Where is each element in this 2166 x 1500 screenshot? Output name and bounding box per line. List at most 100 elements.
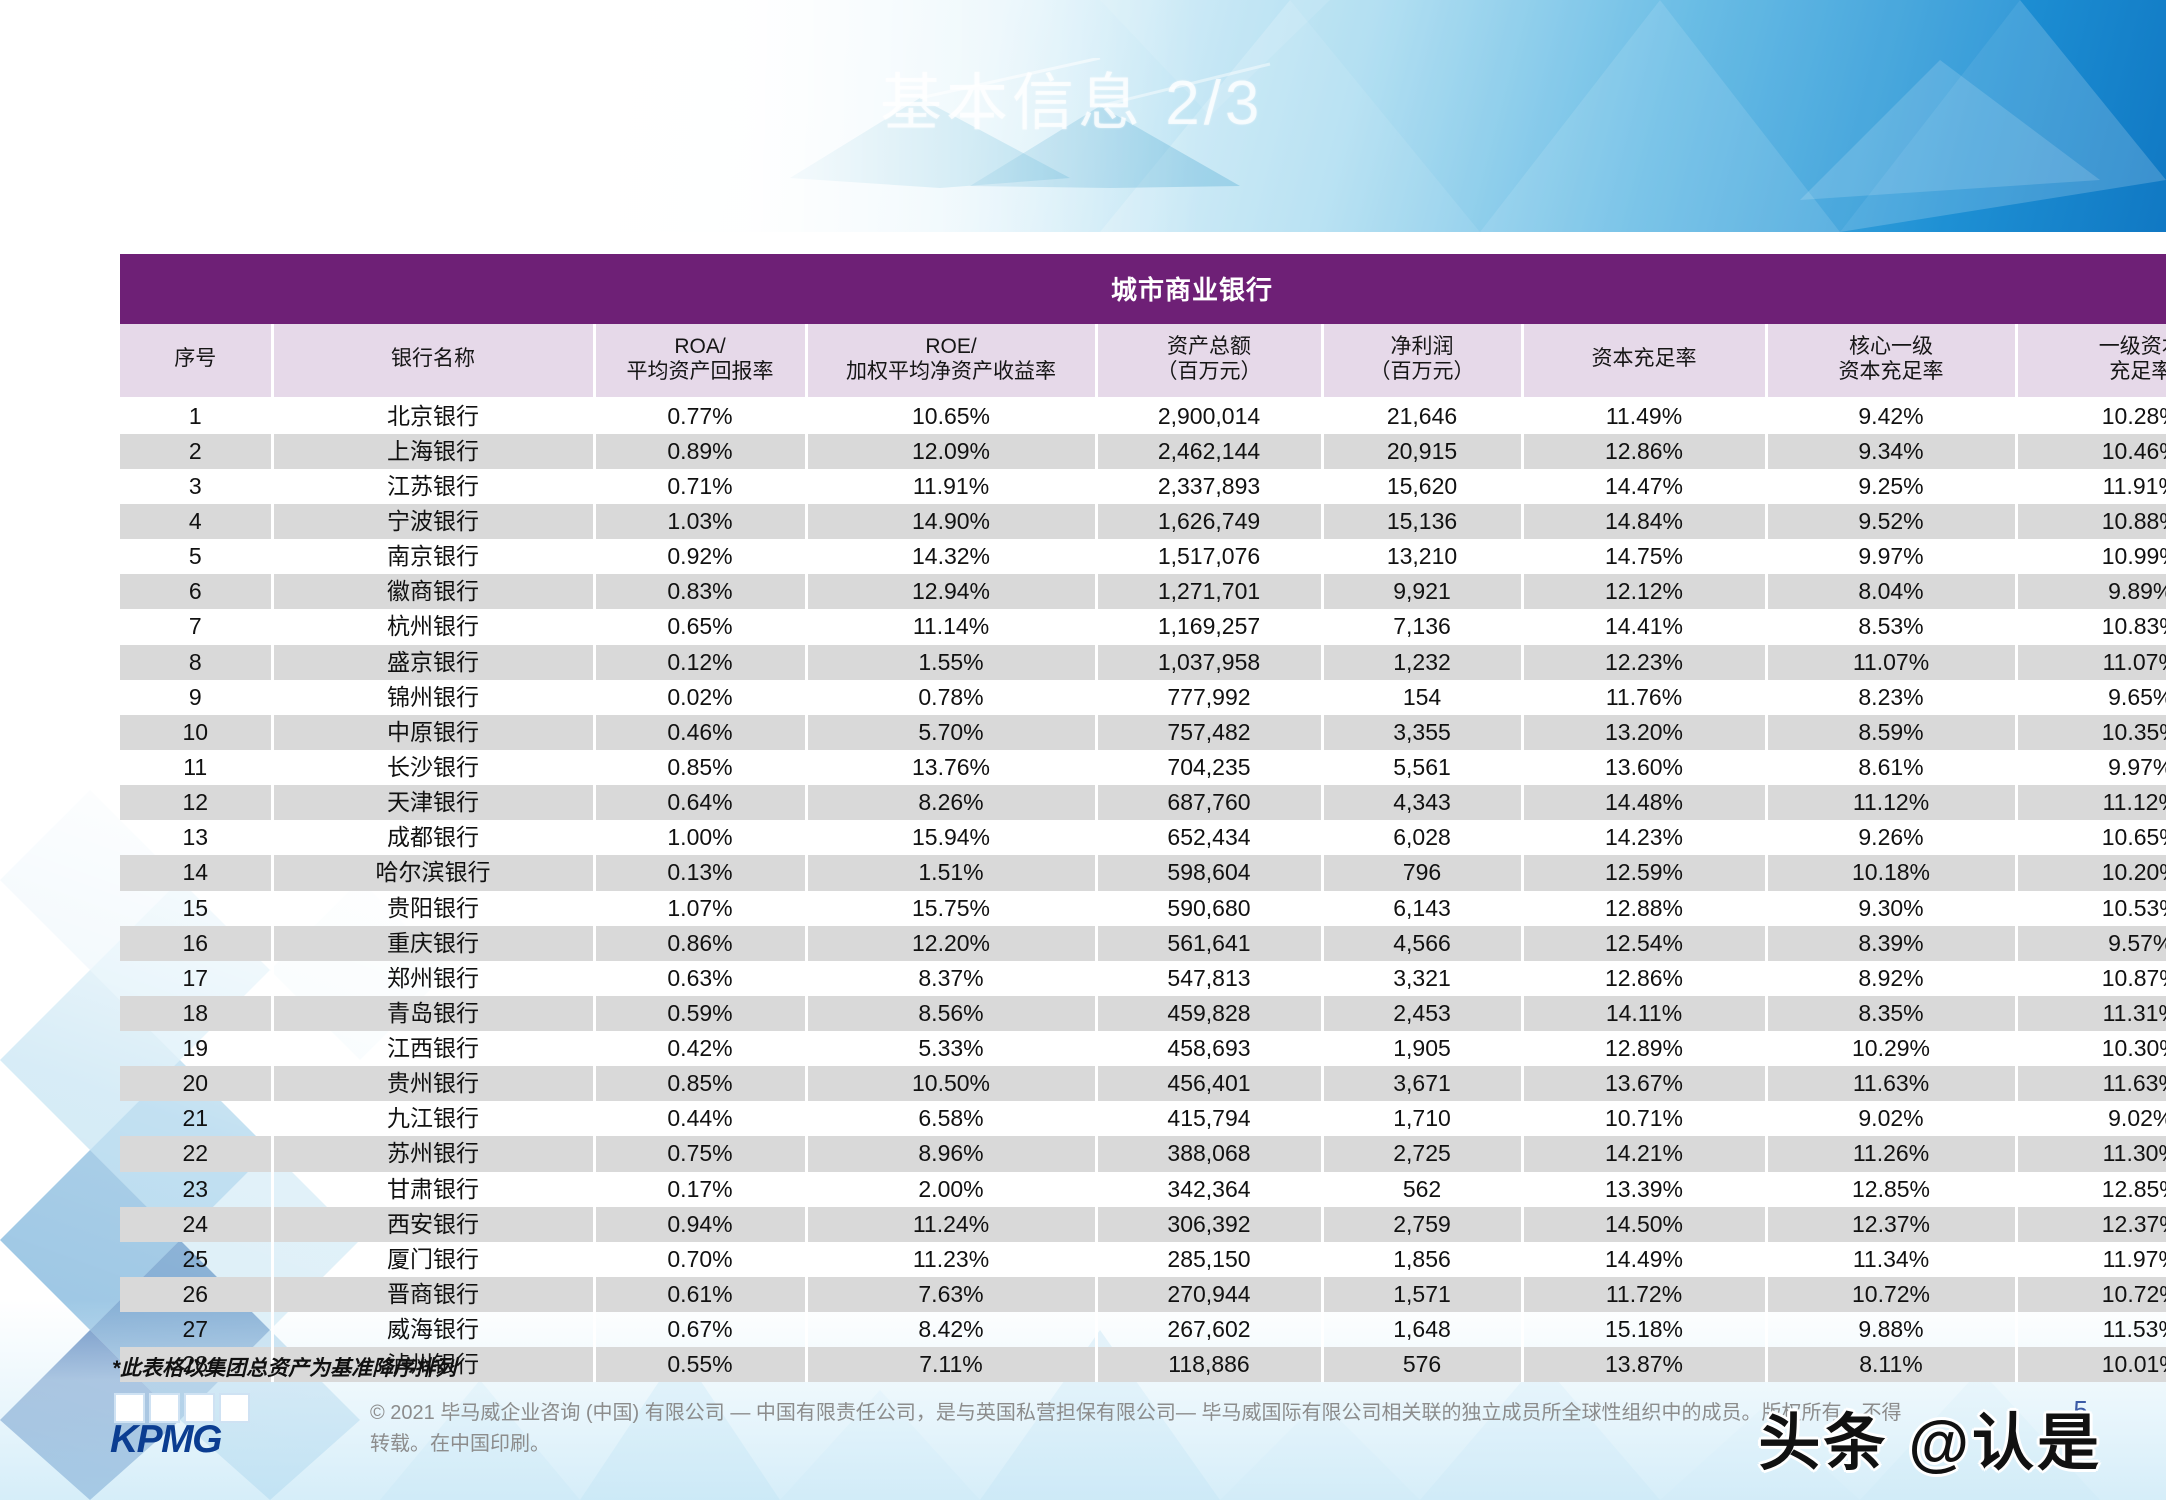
cell-idx: 5: [120, 539, 274, 575]
cell-assets: 459,828: [1096, 995, 1324, 1032]
cell-car: 13.39%: [1522, 1171, 1768, 1207]
cell-tier1: 10.01%: [2016, 1347, 2166, 1383]
table-row: 28 泸州银行 0.55% 7.11% 118,886 576 13.87% 8.11% 10.…: [120, 1347, 2166, 1383]
cell-assets: 456,401: [1096, 1066, 1324, 1102]
cell-idx: 21: [120, 1101, 274, 1137]
cell-assets: 2,462,144: [1096, 433, 1324, 469]
cell-cet1: 8.92%: [1766, 960, 2018, 996]
cell-car: 11.72%: [1522, 1277, 1768, 1313]
table-row: 17 郑州银行 0.63% 8.37% 547,813 3,321 12.86% 8.92% 1…: [120, 960, 2166, 996]
column-header-line1: 资产总额: [1167, 335, 1251, 358]
table-row: 5 南京银行 0.92% 14.32% 1,517,076 13,210 14.75% 9.9…: [120, 539, 2166, 575]
cell-roe: 11.14%: [806, 609, 1098, 645]
cell-roa: 0.92%: [594, 539, 808, 575]
cell-tier1: 10.53%: [2101, 894, 2166, 921]
cell-profit: 15,136: [1322, 503, 1524, 540]
cell-profit: 1,856: [1322, 1241, 1524, 1278]
cell-roe: 2.00%: [806, 1171, 1098, 1207]
cell-car: 12.12%: [1522, 574, 1768, 610]
cell-tier1: 12.37%: [2016, 1206, 2166, 1242]
cell-roa: 0.59%: [594, 995, 808, 1032]
cell-profit: 1,648: [1322, 1312, 1524, 1348]
cell-roa: 0.94%: [594, 1206, 808, 1242]
copyright-text: © 2021 毕马威企业咨询 (中国) 有限公司 — 中国有限责任公司，是与英国…: [370, 1402, 1902, 1455]
cell-tier1: 9.65%: [2108, 683, 2166, 710]
column-header-line1: 序号: [174, 347, 217, 371]
cell-cet1: 9.26%: [1766, 820, 2018, 856]
cell-tier1: 10.72%: [2016, 1277, 2166, 1313]
cell-roa: 0.75%: [594, 1136, 808, 1172]
cell-cet1: 9.30%: [1766, 890, 2018, 926]
cell-car: 12.59%: [1522, 855, 1768, 891]
column-header-line2: （百万元）: [1369, 359, 1475, 383]
cell-cet1: 11.07%: [1766, 644, 2018, 680]
cell-idx: 9: [120, 679, 274, 715]
cell-roe: 11.23%: [806, 1241, 1098, 1278]
cell-name: 哈尔滨银行: [272, 855, 596, 891]
cell-cet1: 9.34%: [1766, 433, 2018, 469]
cell-assets: 2,900,014: [1096, 397, 1324, 434]
cell-tier1: 11.97%: [2102, 1245, 2166, 1272]
cell-tier1: 9.89%: [2016, 574, 2166, 610]
cell-assets: 2,337,893: [1096, 468, 1324, 504]
cell-car: 13.67%: [1522, 1066, 1768, 1102]
cell-cet1: 8.04%: [1766, 574, 2018, 610]
cell-assets: 415,794: [1096, 1101, 1324, 1137]
table-row: 20 贵州银行 0.85% 10.50% 456,401 3,671 13.67% 11.63…: [120, 1066, 2166, 1102]
table-row: 6 徽商银行 0.83% 12.94% 1,271,701 9,921 12.12% 8.04…: [120, 574, 2166, 610]
table-row: 23 甘肃银行 0.17% 2.00% 342,364 562 13.39% 12.85% 12…: [120, 1171, 2166, 1207]
cell-profit: 1,905: [1322, 1031, 1524, 1067]
cell-roe: 14.90%: [806, 503, 1098, 540]
cell-roe: 15.75%: [806, 890, 1098, 926]
cell-tier1: 10.87%: [2101, 964, 2166, 991]
cell-assets: 757,482: [1096, 714, 1324, 750]
cell-name: 苏州银行: [272, 1136, 596, 1172]
table-caption: 城市商业银行: [120, 254, 2166, 324]
cell-assets: 342,364: [1096, 1171, 1324, 1207]
cell-idx: 22: [120, 1136, 274, 1172]
cell-tier1: 10.46%: [2016, 433, 2166, 469]
cell-roe: 12.09%: [806, 433, 1098, 469]
cell-roa: 1.00%: [594, 820, 808, 856]
cell-car: 14.48%: [1522, 785, 1768, 821]
cell-idx: 24: [120, 1206, 274, 1242]
cell-profit: 1,571: [1322, 1277, 1524, 1313]
cell-tier1: 10.35%: [2016, 714, 2166, 750]
cell-roe: 5.70%: [806, 714, 1098, 750]
cell-roe: 7.63%: [806, 1277, 1098, 1313]
cell-assets: 1,037,958: [1096, 644, 1324, 680]
cell-profit: 20,915: [1322, 433, 1524, 469]
cell-cet1: 10.29%: [1766, 1031, 2018, 1067]
cell-name: 南京银行: [272, 539, 596, 575]
cell-tier1: 11.91%: [2102, 472, 2166, 499]
cell-car: 14.41%: [1522, 609, 1768, 645]
table-row: 2 上海银行 0.89% 12.09% 2,462,144 20,915 12.86% 9.3…: [120, 433, 2166, 469]
column-header-line2: 资本充足率: [1838, 359, 1944, 383]
cell-roe: 15.94%: [806, 820, 1098, 856]
cell-profit: 796: [1322, 855, 1524, 891]
table-row: 13 成都银行 1.00% 15.94% 652,434 6,028 14.23% 9.26%…: [120, 820, 2166, 856]
cell-roa: 0.17%: [594, 1171, 808, 1207]
cell-roa: 0.85%: [594, 749, 808, 786]
cell-roa: 0.42%: [594, 1031, 808, 1067]
cell-profit: 4,343: [1322, 785, 1524, 821]
cell-tier1: 11.12%: [2016, 785, 2166, 821]
column-header-line1: 核心一级: [1849, 335, 1933, 358]
cell-profit: 5,561: [1322, 749, 1524, 786]
table-row: 16 重庆银行 0.86% 12.20% 561,641 4,566 12.54% 8.39%…: [120, 925, 2166, 961]
cell-roa: 0.55%: [594, 1347, 808, 1383]
cell-assets: 270,944: [1096, 1277, 1324, 1313]
cell-cet1: 8.11%: [1766, 1347, 2018, 1383]
cell-car: 14.75%: [1522, 539, 1768, 575]
cell-roe: 14.32%: [806, 539, 1098, 575]
cell-tier1: 10.65%: [2101, 824, 2166, 851]
cell-idx: 17: [120, 960, 274, 996]
cell-roa: 0.65%: [594, 609, 808, 645]
cell-profit: 2,725: [1322, 1136, 1524, 1172]
cell-name: 成都银行: [272, 820, 596, 856]
cell-name: 长沙银行: [272, 749, 596, 786]
cell-car: 11.49%: [1522, 397, 1768, 434]
cell-car: 12.89%: [1522, 1031, 1768, 1067]
cell-car: 10.71%: [1522, 1101, 1768, 1137]
cell-name: 江苏银行: [272, 468, 596, 504]
